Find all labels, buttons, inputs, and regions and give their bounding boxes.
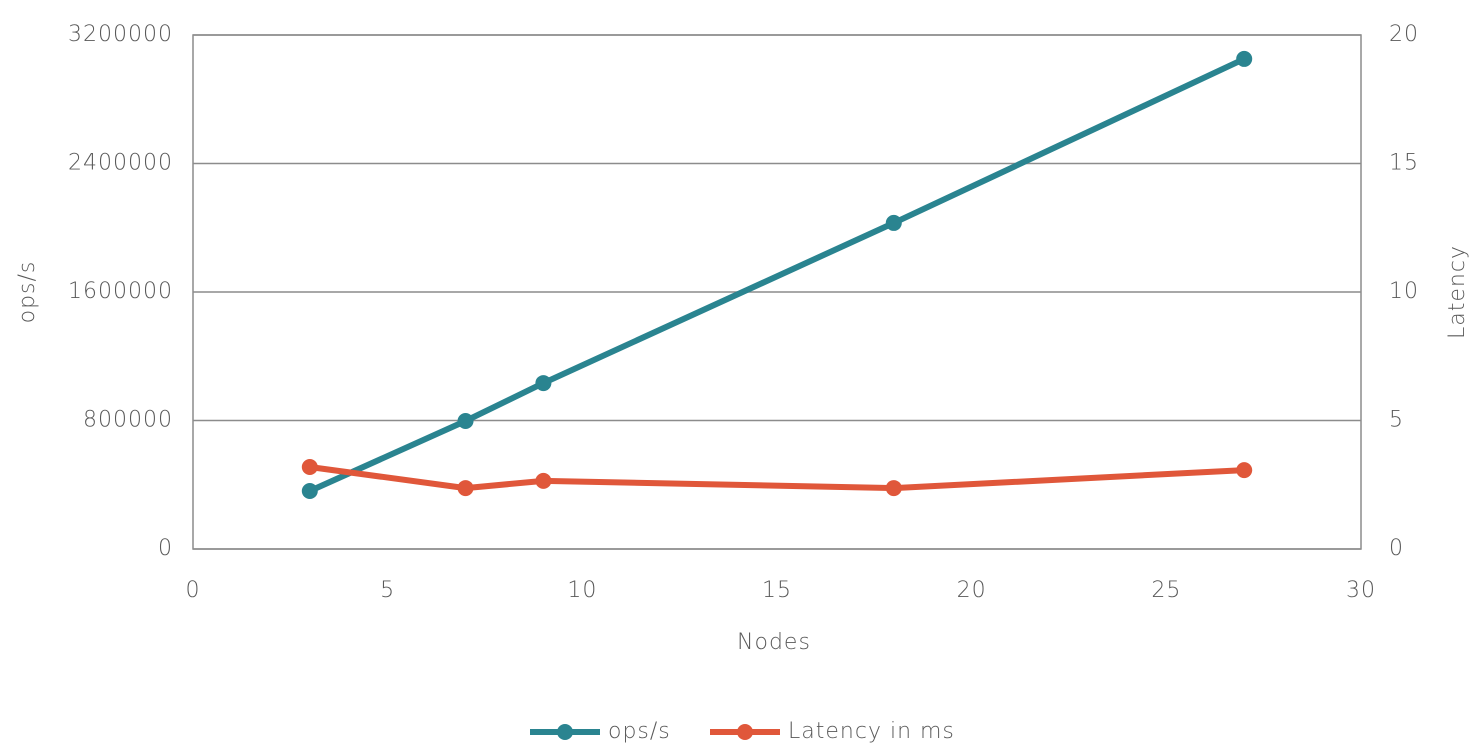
legend-label: Latency in ms xyxy=(788,719,955,744)
x-tick-label: 0 xyxy=(186,578,201,603)
data-point xyxy=(885,214,902,231)
data-point xyxy=(535,472,552,489)
data-point xyxy=(457,412,474,429)
x-tick-label: 10 xyxy=(567,578,597,603)
y-tick-label: 3200000 xyxy=(68,22,173,47)
data-point xyxy=(457,480,474,497)
data-point xyxy=(301,459,318,476)
y-axis-title: ops/s xyxy=(15,261,40,324)
series-line xyxy=(308,56,1246,494)
data-point xyxy=(535,375,552,392)
data-point xyxy=(1236,462,1253,479)
x-tick-label: 15 xyxy=(762,578,792,603)
x-tick-label: 5 xyxy=(380,578,395,603)
y2-axis-title: Latency xyxy=(1445,245,1470,339)
y2-tick-label: 10 xyxy=(1389,279,1419,304)
y2-tick-label: 0 xyxy=(1389,536,1404,561)
y-tick-label: 0 xyxy=(158,536,173,561)
series-line xyxy=(309,464,1245,492)
x-tick-label: 20 xyxy=(957,578,987,603)
y-tick-label: 800000 xyxy=(83,408,173,433)
legend-marker xyxy=(737,724,753,740)
y-tick-label: 1600000 xyxy=(68,279,173,304)
x-axis-title: Nodes xyxy=(737,630,811,655)
data-point xyxy=(885,480,902,497)
legend-marker xyxy=(557,724,573,740)
y2-tick-label: 20 xyxy=(1389,22,1419,47)
x-tick-label: 30 xyxy=(1346,578,1376,603)
y2-tick-label: 5 xyxy=(1389,408,1404,433)
data-point xyxy=(1236,50,1253,67)
data-point xyxy=(301,483,318,500)
y-tick-label: 2400000 xyxy=(68,151,173,176)
y2-tick-label: 15 xyxy=(1389,151,1419,176)
legend-label: ops/s xyxy=(608,719,671,744)
x-tick-label: 25 xyxy=(1151,578,1181,603)
